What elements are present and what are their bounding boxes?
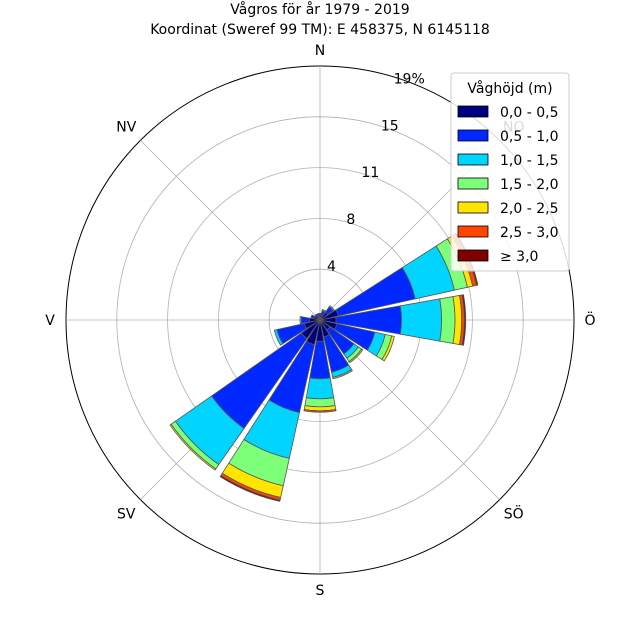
legend-title: Våghöjd (m) — [467, 80, 552, 97]
compass-label: Ö — [584, 311, 595, 329]
compass-label: S — [316, 583, 325, 599]
legend-label: 0,0 - 0,5 — [500, 105, 558, 121]
compass-label: N — [315, 43, 325, 59]
rose-bar-segment — [461, 294, 467, 346]
rose-bar-segment — [328, 305, 335, 312]
rose-bar-segment — [303, 409, 337, 413]
rose-bar-segment — [300, 316, 310, 324]
chart-subtitle: Koordinat (Sweref 99 TM): E 458375, N 61… — [150, 22, 490, 38]
radial-tick-label: 4 — [327, 259, 336, 275]
radial-tick-label: 19% — [394, 71, 425, 87]
rose-bar-segment — [310, 314, 315, 320]
radial-tick-labels: 4 8 11 15 19% — [327, 71, 425, 275]
legend: Våghöjd (m) 0,0 - 0,5 0,5 - 1,0 1,0 - 1,5 1,… — [450, 72, 570, 272]
rose-bar-segment — [299, 316, 303, 324]
rose-bar-segment — [219, 475, 281, 502]
rose-bar-segment — [305, 377, 335, 400]
compass-label: NV — [116, 119, 136, 135]
legend-swatch — [457, 225, 489, 238]
rose-bars — [169, 232, 479, 502]
polar-grid — [65, 65, 575, 575]
legend-label: ≥ 3,0 — [500, 249, 538, 265]
legend-label: 0,5 - 1,0 — [500, 129, 558, 145]
legend-swatch — [457, 249, 489, 262]
legend-box — [450, 72, 570, 272]
legend-swatch — [457, 201, 489, 214]
compass-label: V — [45, 313, 55, 329]
rose-bar-segment — [273, 329, 284, 346]
compass-label: SV — [117, 507, 136, 523]
rose-bar-segment — [169, 423, 217, 471]
compass-label: SÖ — [504, 505, 524, 523]
grid-spoke — [140, 140, 321, 321]
legend-swatch — [457, 177, 489, 190]
legend-label: 1,0 - 1,5 — [500, 153, 558, 169]
rose-bar-segment — [332, 369, 353, 380]
legend-label: 1,5 - 2,0 — [500, 177, 558, 193]
rose-bar-segment — [315, 312, 320, 318]
rose-bar-segment — [348, 348, 364, 364]
legend-label: 2,0 - 2,5 — [500, 201, 558, 217]
rose-bar-segment — [399, 298, 442, 342]
rose-bar-segment — [304, 397, 336, 408]
radial-tick-label: 8 — [346, 212, 355, 228]
rose-bar-segment — [439, 296, 456, 344]
rose-bar-segment — [381, 335, 395, 362]
chart-title: Vågros för år 1979 - 2019 — [230, 1, 409, 18]
legend-swatch — [457, 105, 489, 118]
legend-swatch — [457, 153, 489, 166]
radial-tick-label: 11 — [361, 165, 379, 181]
legend-label: 2,5 - 3,0 — [500, 225, 558, 241]
rose-bar-segment — [321, 309, 327, 313]
legend-swatch — [457, 129, 489, 142]
radial-tick-label: 15 — [381, 118, 399, 134]
